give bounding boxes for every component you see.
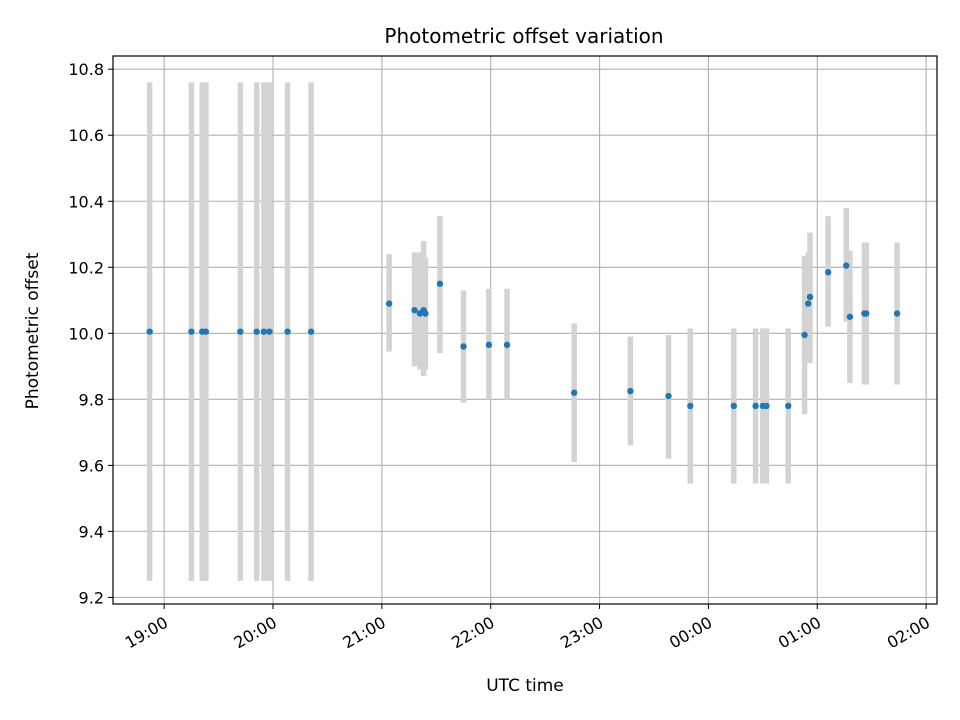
data-point xyxy=(785,402,792,410)
data-point xyxy=(730,402,738,410)
plot-area-frame xyxy=(112,55,938,605)
y-tick-label: 10.0 xyxy=(68,324,104,343)
data-point xyxy=(266,328,273,335)
data-point xyxy=(846,313,854,320)
data-point xyxy=(411,306,418,314)
chart-title: Photometric offset variation xyxy=(384,24,663,48)
data-point xyxy=(804,300,812,307)
data-point xyxy=(460,343,467,350)
data-point xyxy=(202,328,210,335)
data-point xyxy=(503,341,511,349)
data-point xyxy=(843,262,850,269)
x-axis-label: UTC time xyxy=(486,676,564,696)
data-point xyxy=(422,310,429,317)
data-point xyxy=(893,310,901,317)
data-point xyxy=(687,402,694,410)
data-point xyxy=(763,402,770,410)
data-point xyxy=(307,328,315,335)
data-point xyxy=(824,269,832,276)
data-point xyxy=(863,310,870,317)
grid xyxy=(113,56,937,604)
data-point xyxy=(284,328,291,335)
y-tick-label: 9.4 xyxy=(79,522,104,541)
y-tick-label: 10.2 xyxy=(68,258,104,277)
data-point xyxy=(253,328,260,335)
data-point xyxy=(146,328,153,335)
y-tick-label: 9.8 xyxy=(79,390,104,409)
data-point xyxy=(570,389,578,396)
y-tick-label: 10.8 xyxy=(68,60,104,79)
y-tick-label: 10.6 xyxy=(68,126,104,145)
data-point xyxy=(485,341,493,349)
data-point xyxy=(188,328,195,335)
y-tick-label: 9.2 xyxy=(79,588,104,607)
y-axis-label: Photometric offset xyxy=(23,252,43,409)
data-point xyxy=(806,293,814,301)
data-point xyxy=(752,402,759,410)
data-points xyxy=(146,262,901,410)
data-point xyxy=(237,328,244,335)
data-point xyxy=(627,387,634,395)
data-point xyxy=(801,331,808,339)
y-axis-ticks: 9.2 9.4 9.6 9.8 10.0 10.2 10.4 10.6 10.8 xyxy=(68,60,113,607)
data-point xyxy=(436,280,444,287)
y-tick-label: 10.4 xyxy=(68,192,104,211)
data-point xyxy=(260,328,268,335)
y-tick-label: 9.6 xyxy=(79,456,104,475)
data-point xyxy=(385,300,393,307)
data-point xyxy=(665,392,672,400)
